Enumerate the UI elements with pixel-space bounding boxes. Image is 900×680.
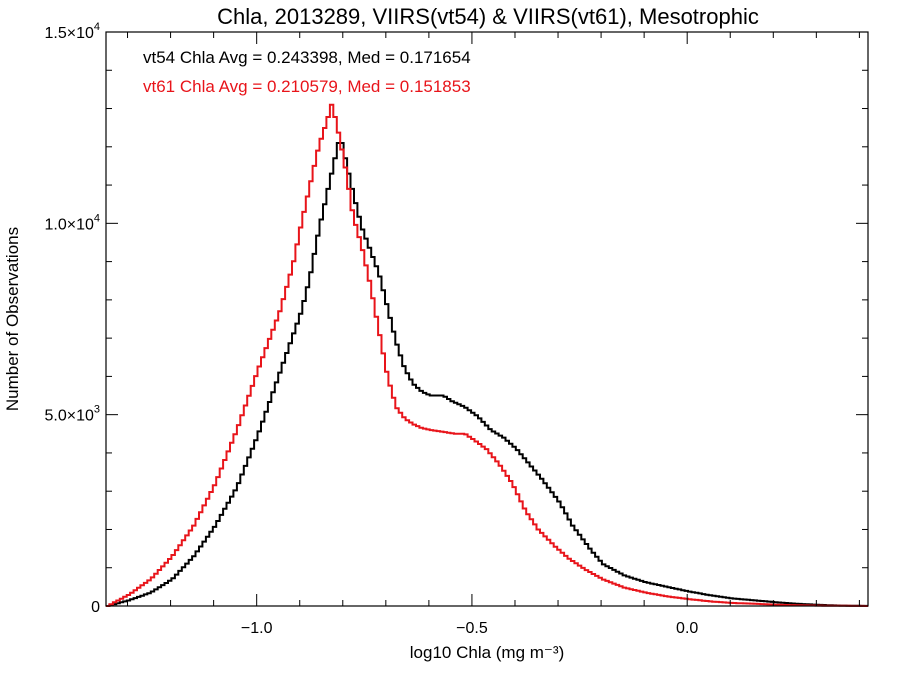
axes-layer: −1.0 −0.5 0.0 0 5.0×103 1.0×104 1.5×104 xyxy=(44,21,868,637)
annotation-vt54: vt54 Chla Avg = 0.243398, Med = 0.171654 xyxy=(143,48,471,67)
annotation-vt61: vt61 Chla Avg = 0.210579, Med = 0.151853 xyxy=(143,77,471,96)
y-tick-label: 0 xyxy=(91,599,100,616)
y-tick-label: 1.0×104 xyxy=(44,212,100,233)
x-axis-label: log10 Chla (mg m⁻³) xyxy=(410,643,564,662)
y-tick-label: 1.5×104 xyxy=(44,21,100,42)
chart-title: Chla, 2013289, VIIRS(vt54) & VIIRS(vt61)… xyxy=(217,4,759,29)
x-tick-label: −0.5 xyxy=(456,620,488,637)
y-tick-label: 5.0×103 xyxy=(44,404,100,425)
x-tick-label: −1.0 xyxy=(241,620,273,637)
x-tick-label: 0.0 xyxy=(676,620,698,637)
series-line-1 xyxy=(106,103,868,607)
series-layer xyxy=(106,103,869,607)
plot-frame xyxy=(105,31,869,607)
y-axis-label: Number of Observations xyxy=(3,227,22,411)
series-line-0 xyxy=(106,142,869,607)
